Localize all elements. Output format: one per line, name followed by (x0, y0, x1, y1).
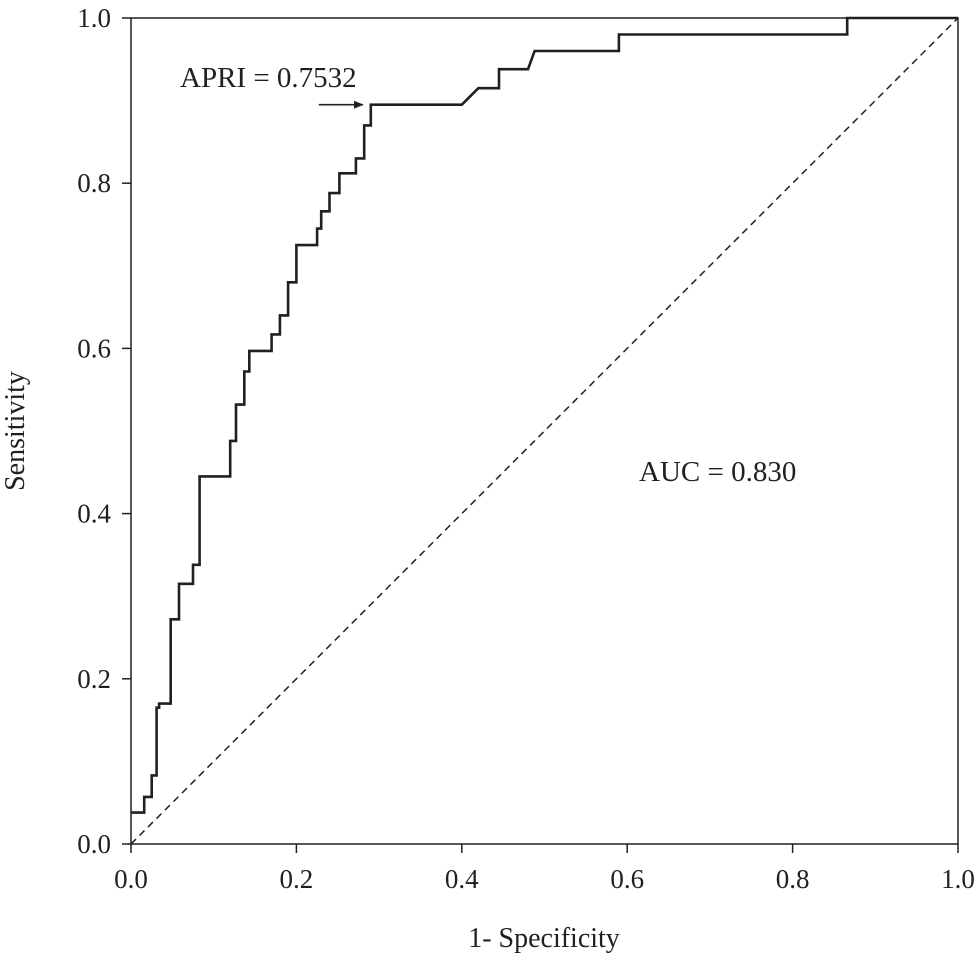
y-tick-label: 1.0 (77, 3, 111, 33)
x-tick-label: 0.6 (610, 864, 644, 894)
x-tick-label: 0.2 (280, 864, 314, 894)
y-tick-label: 0.2 (77, 664, 111, 694)
x-tick-label: 0.8 (776, 864, 810, 894)
y-tick-label: 0.4 (77, 499, 111, 529)
y-axis-label: Sensitivity (0, 371, 31, 491)
auc-annotation: AUC = 0.830 (639, 456, 796, 488)
y-tick-label: 0.8 (77, 168, 111, 198)
x-tick-label: 0.4 (445, 864, 479, 894)
y-axis-ticks: 0.0 0.2 0.4 0.6 0.8 1.0 (77, 3, 131, 859)
apri-annotation: APRI = 0.7532 (180, 62, 357, 94)
x-tick-label: 1.0 (941, 864, 975, 894)
roc-curve (131, 16, 958, 814)
y-tick-label: 0.0 (77, 829, 111, 859)
x-axis-label: 1- Specificity (468, 923, 620, 954)
y-tick-label: 0.6 (77, 333, 111, 363)
x-tick-label: 0.0 (114, 864, 148, 894)
plot-frame (130, 17, 959, 845)
x-axis-ticks: 0.0 0.2 0.4 0.6 0.8 1.0 (114, 844, 975, 894)
reference-diagonal-line (130, 17, 959, 845)
